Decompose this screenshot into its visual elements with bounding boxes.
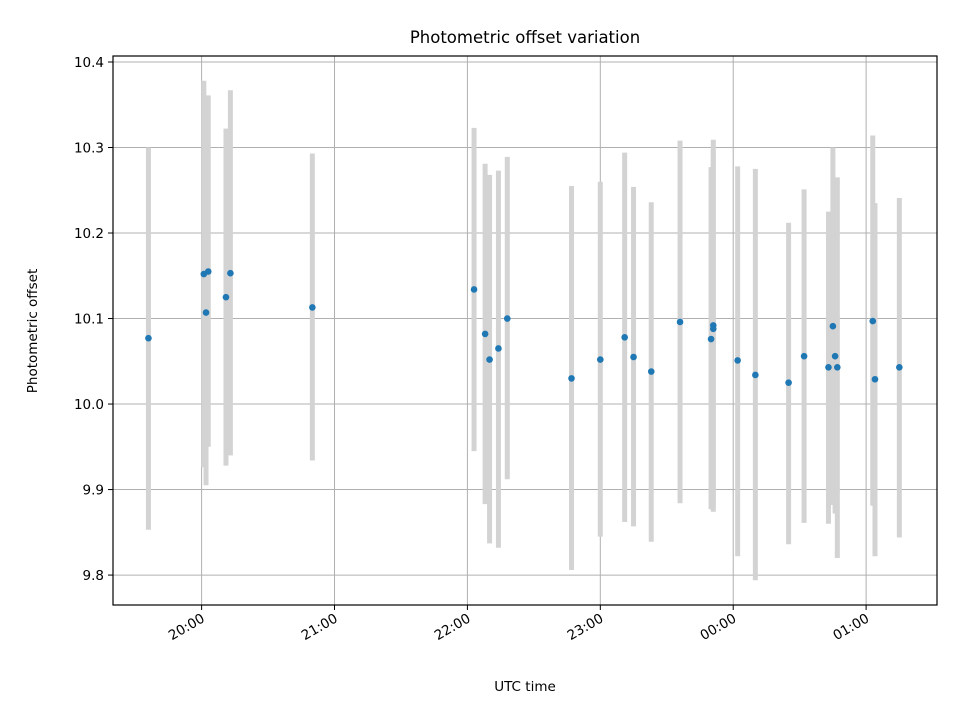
data-point <box>202 309 210 316</box>
data-point <box>825 363 832 371</box>
data-point <box>800 352 808 360</box>
data-point <box>568 375 575 382</box>
y-tick-label: 10.4 <box>74 55 104 71</box>
data-point <box>630 353 637 361</box>
data-point <box>752 371 759 379</box>
y-tick-label: 9.8 <box>83 568 104 584</box>
plot-frame <box>112 55 938 606</box>
data-point <box>707 335 715 343</box>
data-point <box>676 318 684 326</box>
y-tick-label: 10.0 <box>74 397 104 413</box>
data-point <box>709 325 717 333</box>
data-point <box>481 330 489 338</box>
data-point <box>621 334 628 341</box>
data-point <box>204 268 212 275</box>
data-point <box>896 363 903 371</box>
y-axis-label: Photometric offset <box>25 269 41 393</box>
data-points <box>145 268 903 386</box>
data-point <box>785 379 792 386</box>
data-point <box>869 317 877 325</box>
plot-area: 20:00 21:00 22:00 23:00 00:00 01:00 9.89.910.… <box>74 55 938 644</box>
data-point <box>647 368 655 375</box>
data-point <box>503 315 511 322</box>
chart-title: Photometric offset variation <box>410 28 640 47</box>
data-point <box>227 269 234 277</box>
data-point <box>834 363 841 371</box>
data-point <box>495 345 502 352</box>
y-tick-label: 10.1 <box>74 312 104 328</box>
plot-background <box>113 56 937 605</box>
y-gridlines <box>113 61 937 576</box>
data-point <box>470 286 478 293</box>
data-point <box>829 322 837 330</box>
data-point <box>831 352 839 360</box>
data-point <box>145 334 152 342</box>
y-tick-label: 10.2 <box>74 226 104 242</box>
data-point <box>309 304 316 311</box>
y-ticks: 9.8 9.9 10.0 10.1 10.2 10.3 10.4 <box>74 55 113 584</box>
data-point <box>734 357 741 364</box>
x-axis-label: UTC time <box>494 679 556 695</box>
y-tick-label: 10.3 <box>74 141 104 157</box>
data-point <box>597 356 604 363</box>
data-point <box>486 356 493 363</box>
data-point <box>871 375 879 383</box>
y-tick-label: 9.9 <box>83 483 104 499</box>
data-point <box>222 293 230 301</box>
